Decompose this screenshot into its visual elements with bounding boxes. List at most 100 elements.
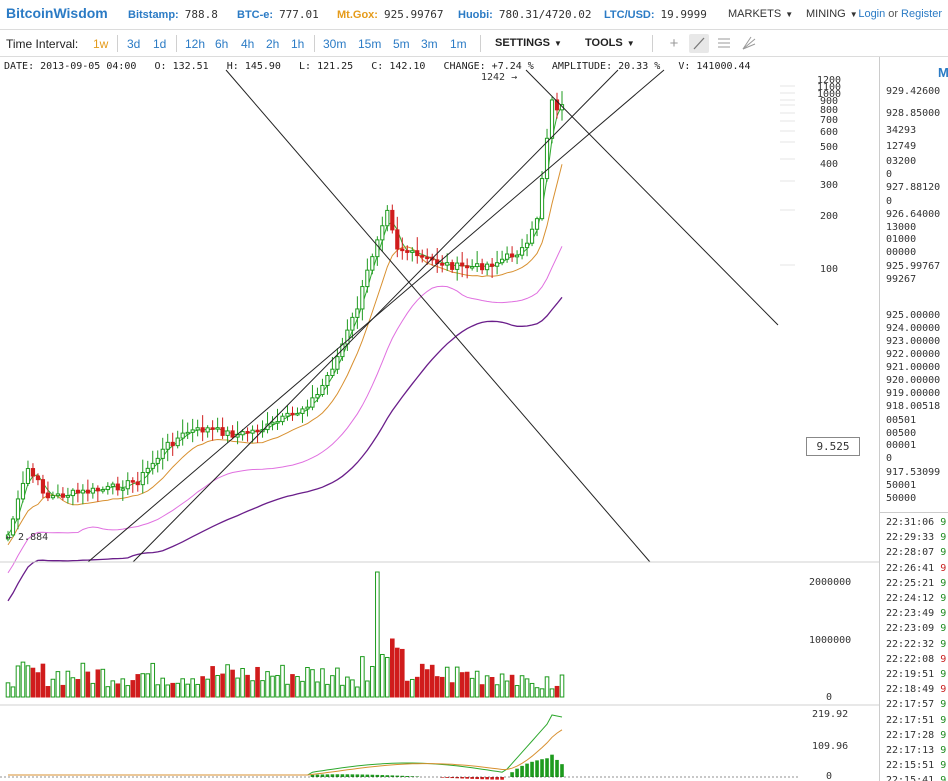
volume-bar [10, 686, 16, 698]
auth-links: Login or Register [858, 8, 942, 20]
trade-row: 22:18:49 9 [886, 684, 946, 695]
register-link[interactable]: Register [901, 8, 942, 20]
interval-30m[interactable]: 30m [323, 37, 347, 51]
candle-body [220, 427, 225, 436]
price-chart[interactable] [0, 57, 879, 781]
interval-3d[interactable]: 3d [127, 37, 141, 51]
interval-5m[interactable]: 5m [393, 37, 410, 51]
ask-row: 13000 [886, 222, 917, 233]
volume-bar [205, 678, 210, 698]
ticker-btce[interactable]: BTC-e: 777.01 [237, 8, 319, 21]
volume-bar [489, 676, 495, 698]
macd-histogram-bar [405, 776, 410, 777]
trendline [225, 69, 651, 563]
volume-bar [325, 683, 330, 698]
trade-time: 22:15:51 [886, 760, 941, 772]
candle-body [280, 415, 285, 423]
volume-bar [105, 686, 111, 698]
volume-bar [185, 683, 190, 698]
interval-2h[interactable]: 2h [266, 37, 280, 51]
divider [480, 35, 481, 52]
settings-dropdown[interactable]: SETTINGS ▼ [495, 37, 562, 49]
volume-bar [200, 676, 205, 698]
volume-bar [85, 671, 91, 698]
volume-bar [30, 667, 36, 698]
tools-dropdown[interactable]: TOOLS ▼ [585, 37, 635, 49]
orderbook-panel: M 929.42600 928.85000 34293 12749 03200 0 927.… [879, 57, 948, 781]
macd-histogram-bar [395, 775, 400, 777]
ticker-ltcusd[interactable]: LTC/USD: 19.9999 [604, 8, 707, 21]
ticker-huobi[interactable]: Huobi: 780.31/4720.02 [458, 8, 592, 21]
fan-icon[interactable] [739, 34, 759, 53]
info-close: C: 142.10 [371, 61, 426, 72]
candle-body [100, 489, 105, 492]
interval-12h[interactable]: 12h [185, 37, 206, 51]
indicator-tick: 0 [826, 771, 833, 781]
candle-body [85, 489, 90, 494]
candle-body [185, 431, 190, 435]
ticker-value: 777.01 [279, 8, 319, 21]
trade-volume: 9 [940, 760, 947, 772]
macd-histogram-bar [485, 777, 489, 780]
macd-histogram-bar [445, 777, 450, 778]
candle-body [325, 375, 330, 386]
interval-4h[interactable]: 4h [241, 37, 255, 51]
mining-menu[interactable]: MINING ▼ [806, 8, 858, 20]
interval-1w[interactable]: 1w [93, 37, 109, 51]
info-open: O: 132.51 [154, 61, 209, 72]
markets-menu[interactable]: MARKETS ▼ [728, 8, 793, 20]
candle-body [375, 239, 380, 258]
candle-body [60, 493, 66, 498]
volume-bar [295, 676, 300, 698]
low-marker: ← 2.884 [6, 532, 49, 543]
top-navbar: BitcoinWisdom Bitstamp: 788.8 BTC-e: 777.0… [0, 0, 948, 30]
interval-1h[interactable]: 1h [291, 37, 305, 51]
fib-lines-icon[interactable] [714, 34, 734, 53]
candle-body [340, 343, 345, 358]
trade-time: 22:23:09 [886, 623, 941, 635]
macd-histogram-bar [385, 775, 390, 777]
divider [652, 35, 653, 52]
login-link[interactable]: Login [858, 8, 886, 20]
candle-body [15, 498, 21, 520]
interval-15m[interactable]: 15m [358, 37, 382, 51]
volume-bar [390, 638, 395, 698]
trade-row: 22:26:41 9 [886, 563, 946, 574]
interval-1m[interactable]: 1m [450, 37, 467, 51]
trade-row: 22:24:12 9 [886, 593, 946, 604]
candle-body [544, 137, 550, 180]
volume-bar [35, 672, 41, 698]
ask-row: 0 [886, 196, 893, 207]
ticker-value: 925.99767 [383, 8, 444, 21]
candle-body [470, 266, 475, 269]
candle-body [50, 495, 56, 499]
ticker-mtgox[interactable]: Mt.Gox: 925.99767 [337, 8, 444, 21]
candle-body [10, 518, 16, 536]
chevron-down-icon: ▼ [626, 39, 635, 48]
macd-histogram-bar [475, 777, 479, 780]
ask-row: 929.42600 [886, 86, 941, 97]
interval-toolbar: Time Interval: 1w 3d 1d 12h 6h 4h 2h 1h … [0, 30, 948, 57]
volume-bar [310, 669, 315, 698]
price-tick: 1100 [817, 82, 842, 93]
interval-1d[interactable]: 1d [153, 37, 167, 51]
volume-bar [544, 676, 550, 698]
candle-body [365, 269, 370, 288]
crosshair-icon[interactable]: + [669, 35, 679, 52]
volume-bar [509, 674, 515, 698]
candle-body [300, 408, 305, 414]
candle-body [200, 427, 205, 433]
site-logo[interactable]: BitcoinWisdom [6, 5, 108, 21]
ticker-bitstamp[interactable]: Bitstamp: 788.8 [128, 8, 218, 21]
volume-bar [439, 676, 445, 698]
interval-6h[interactable]: 6h [215, 37, 229, 51]
trade-volume: 9 [940, 593, 947, 604]
panel-header[interactable]: M [938, 65, 948, 80]
info-date: DATE: 2013-09-05 04:00 [4, 61, 137, 72]
line-draw-icon[interactable] [689, 34, 709, 53]
ask-row: 0 [886, 169, 893, 180]
candle-body [460, 262, 465, 267]
candle-body [180, 432, 185, 439]
trade-volume: 9 [940, 669, 947, 680]
interval-3m[interactable]: 3m [421, 37, 438, 51]
